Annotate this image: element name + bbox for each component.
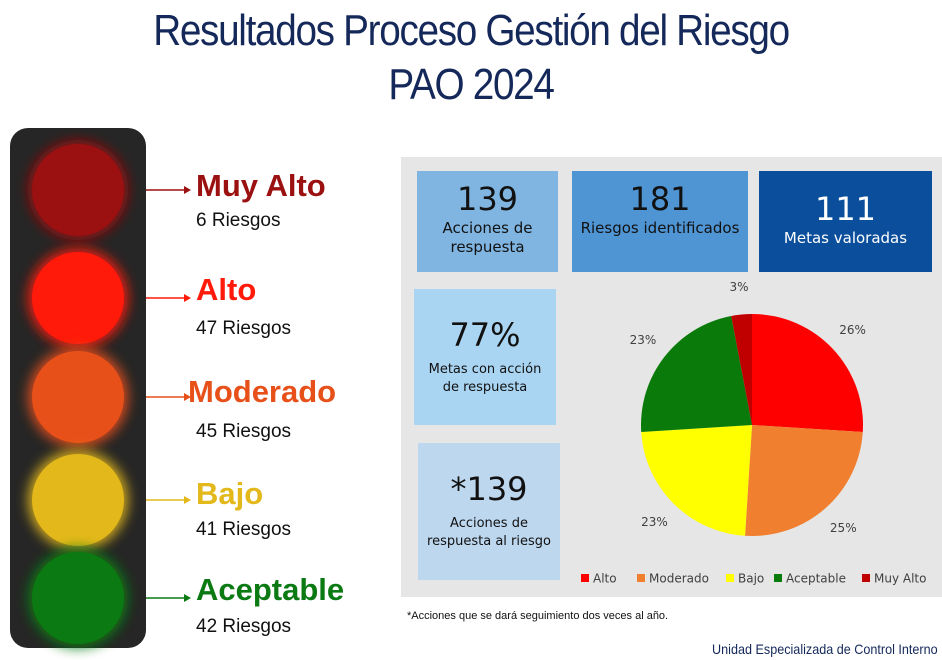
arrow-head (184, 594, 191, 602)
legend-swatch (726, 574, 734, 582)
stat-label: Metas con acción de respuesta (420, 361, 550, 397)
legend-swatch (581, 574, 589, 582)
legend-swatch (774, 574, 782, 582)
stat-label: Acciones de respuesta (423, 219, 552, 257)
light (32, 351, 124, 443)
level-count: 47 Riesgos (196, 318, 291, 340)
arrow-head (184, 186, 191, 194)
stat-value: 111 (765, 189, 926, 229)
level-name: Moderado (188, 374, 336, 410)
legend-label: Muy Alto (874, 572, 926, 586)
stat-label: Acciones de respuesta al riesgo (424, 515, 554, 551)
light (32, 144, 124, 236)
data-label: 25% (830, 521, 857, 535)
level-count: 41 Riesgos (196, 519, 291, 541)
stat-label: Metas valoradas (765, 229, 926, 248)
stat-value: 77% (420, 315, 550, 355)
level-count: 42 Riesgos (196, 616, 291, 638)
stat-card: 77% Metas con acción de respuesta (414, 289, 556, 425)
level-name: Alto (196, 272, 256, 308)
page: Resultados Proceso Gestión del Riesgo PA… (0, 0, 942, 660)
level-name: Aceptable (196, 572, 344, 608)
stat-value: 139 (423, 179, 552, 219)
stat-value: *139 (424, 469, 554, 509)
level-count: 6 Riesgos (196, 210, 281, 232)
level-name: Muy Alto (196, 168, 326, 204)
stat-value: 181 (578, 179, 742, 219)
stat-label: Riesgos identificados (578, 219, 742, 238)
legend-swatch (862, 574, 870, 582)
data-label: 23% (641, 515, 668, 529)
footnote: *Acciones que se dará seguimiento dos ve… (407, 610, 668, 622)
data-label: 3% (729, 280, 748, 294)
data-label: 26% (839, 323, 866, 337)
level-count: 45 Riesgos (196, 421, 291, 443)
arrow-head (184, 294, 191, 302)
stat-card: *139 Acciones de respuesta al riesgo (418, 443, 560, 580)
level-name: Bajo (196, 476, 263, 512)
data-label: 23% (630, 333, 657, 347)
legend-label: Aceptable (786, 572, 846, 586)
legend-label: Alto (593, 572, 617, 586)
legend-swatch (637, 574, 645, 582)
light (32, 552, 124, 644)
light (32, 252, 124, 344)
legend-label: Moderado (649, 572, 709, 586)
footer: Unidad Especializada de Control Interno (712, 641, 938, 657)
legend-label: Bajo (738, 572, 764, 586)
light (32, 454, 124, 546)
arrow-head (184, 496, 191, 504)
